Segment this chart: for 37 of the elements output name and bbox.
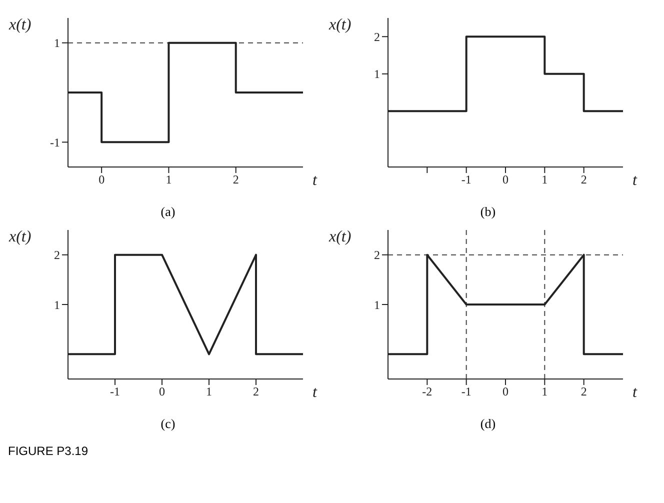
y-tick-label: -1: [50, 135, 60, 150]
x-tick-label: -1: [461, 384, 472, 399]
x-tick-label: 0: [159, 384, 165, 399]
x-tick-label: 0: [502, 384, 508, 399]
y-tick-label: 1: [374, 298, 380, 312]
x-tick-label: 2: [580, 384, 587, 399]
y-axis-title: x(t): [328, 16, 352, 34]
x-axis-title: t: [312, 172, 318, 189]
y-axis-title: x(t): [328, 228, 352, 246]
y-tick-label: 2: [54, 248, 60, 262]
x-tick-label: 0: [98, 172, 105, 187]
x-tick-label: 0: [502, 172, 508, 187]
text: (a): [160, 204, 176, 220]
y-tick-label: 1: [374, 67, 380, 82]
y-tick-label: 2: [374, 248, 380, 262]
y-tick-label: 1: [54, 298, 60, 312]
y-axis-title: x(t): [8, 16, 32, 34]
x-tick-label: -2: [422, 384, 432, 399]
x-tick-label: -1: [110, 384, 120, 399]
y-tick-label: 1: [54, 36, 60, 50]
text: (c): [160, 416, 176, 432]
x-tick-label: -1: [461, 172, 472, 187]
x-tick-label: 2: [253, 384, 259, 399]
x-axis-title: t: [312, 384, 318, 401]
text: (b): [479, 204, 497, 220]
x-axis-title: t: [632, 384, 638, 401]
x-tick-label: 1: [206, 384, 212, 399]
y-tick-label: 2: [374, 30, 380, 44]
x-tick-label: 1: [166, 172, 172, 187]
x-tick-label: 2: [580, 172, 587, 187]
x-tick-label: 1: [542, 172, 548, 187]
caption: FIGURE P3.19: [8, 444, 90, 458]
x-tick-label: 1: [542, 384, 548, 399]
x-tick-label: 2: [232, 172, 239, 187]
text: (d): [479, 416, 497, 432]
x-axis-title: t: [632, 172, 638, 189]
y-axis-title: x(t): [8, 228, 32, 246]
